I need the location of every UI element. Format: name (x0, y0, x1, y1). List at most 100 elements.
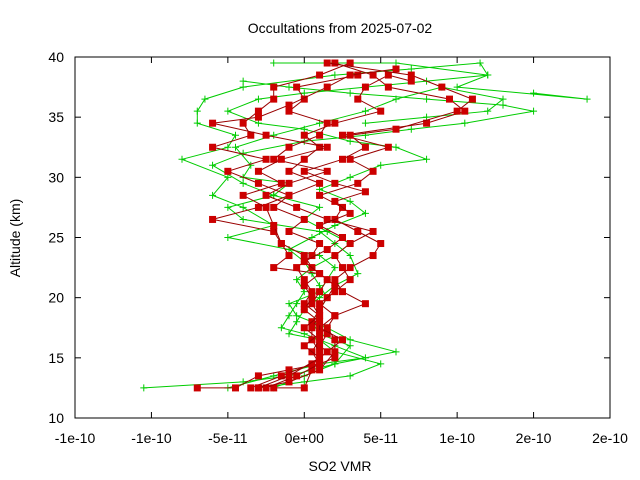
data-point-plus (193, 119, 201, 127)
data-point-square (254, 167, 262, 175)
data-point-plus (407, 125, 415, 133)
data-point-square (316, 143, 324, 151)
x-tick-label: 2e-10 (592, 430, 628, 446)
data-point-square (300, 215, 308, 223)
data-point-square (377, 107, 385, 115)
data-point-square (331, 288, 339, 296)
data-point-plus (331, 264, 339, 272)
data-point-square (300, 384, 308, 392)
data-point-plus (361, 107, 369, 115)
data-point-square (392, 65, 400, 73)
data-point-square (354, 95, 362, 103)
data-point-square (346, 276, 354, 284)
data-point-square (293, 372, 301, 380)
data-point-plus (270, 191, 278, 199)
data-point-square (339, 155, 346, 163)
data-point-square (316, 306, 324, 314)
data-point-square (308, 324, 316, 332)
data-point-square (270, 384, 278, 392)
data-point-square (285, 252, 293, 260)
data-point-plus (270, 59, 278, 67)
data-point-square (339, 131, 346, 139)
data-point-square (300, 324, 308, 332)
y-tick-label: 30 (48, 169, 64, 185)
data-point-plus (530, 89, 538, 97)
data-point-square (254, 372, 262, 380)
data-point-square (323, 215, 331, 223)
data-point-square (308, 300, 316, 308)
series-profile-c (270, 71, 415, 392)
data-point-square (369, 252, 377, 260)
data-point-square (331, 282, 339, 290)
data-point-square (346, 59, 354, 67)
series-line (226, 62, 488, 389)
data-point-square (277, 240, 285, 248)
data-point-plus (331, 221, 339, 229)
data-point-plus (407, 65, 415, 73)
data-point-square (316, 360, 324, 368)
data-point-plus (178, 155, 186, 163)
data-point-square (369, 167, 377, 175)
data-point-square (384, 83, 392, 91)
data-point-plus (392, 143, 400, 151)
data-point-plus (209, 161, 217, 169)
data-point-square (239, 119, 247, 127)
data-point-square (270, 95, 278, 103)
data-point-square (300, 155, 308, 163)
data-point-plus (270, 131, 278, 139)
data-point-square (300, 276, 308, 284)
data-point-square (285, 107, 293, 115)
data-point-plus (285, 83, 293, 91)
data-point-square (300, 282, 308, 290)
data-point-plus (300, 330, 308, 338)
data-point-square (323, 276, 331, 284)
data-point-plus (361, 119, 369, 127)
data-point-square (316, 318, 324, 326)
data-point-square (254, 203, 262, 211)
data-point-plus (499, 101, 507, 109)
data-point-square (224, 167, 232, 175)
data-point-square (232, 384, 239, 392)
data-point-square (300, 252, 308, 260)
data-point-plus (209, 191, 217, 199)
data-point-square (323, 324, 331, 332)
data-point-square (300, 300, 308, 308)
data-point-plus (316, 294, 324, 302)
data-point-square (361, 143, 369, 151)
x-tick-label: 1e-10 (439, 430, 475, 446)
data-point-square (247, 131, 255, 139)
data-point-plus (423, 113, 431, 121)
data-point-square (392, 125, 400, 133)
data-point-square (308, 360, 316, 368)
data-point-plus (308, 234, 316, 241)
y-tick-label: 40 (48, 49, 64, 65)
series-line (212, 68, 397, 389)
data-point-plus (300, 89, 308, 97)
data-point-square (384, 71, 392, 79)
data-point-square (209, 119, 217, 127)
data-point-plus (239, 83, 247, 91)
data-point-square (285, 227, 293, 235)
data-point-square (323, 348, 331, 356)
data-point-square (316, 240, 324, 248)
data-point-plus (392, 59, 400, 67)
data-point-square (270, 83, 278, 91)
data-point-square (277, 372, 285, 380)
y-tick-label: 25 (48, 230, 64, 246)
data-point-square (361, 83, 369, 91)
data-point-plus (530, 107, 538, 115)
data-point-square (423, 119, 431, 127)
data-point-square (354, 227, 362, 235)
data-point-square (461, 107, 469, 115)
data-point-square (262, 203, 270, 211)
data-point-square (270, 264, 278, 272)
data-point-square (285, 101, 293, 109)
data-point-square (285, 191, 293, 199)
data-point-plus (316, 185, 324, 193)
data-point-plus (300, 288, 308, 296)
data-point-square (331, 252, 339, 260)
data-point-plus (377, 161, 385, 169)
data-point-plus (232, 131, 239, 139)
x-tick-label: -1e-10 (55, 430, 96, 446)
data-point-plus (484, 107, 492, 115)
